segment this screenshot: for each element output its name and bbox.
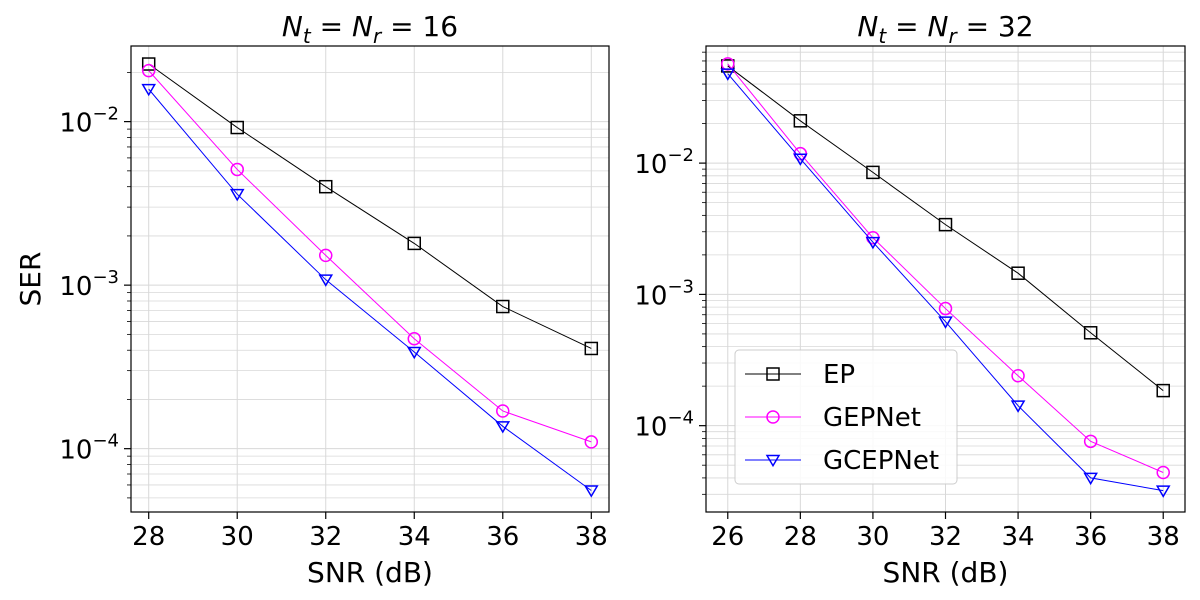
- left-grid: [131, 46, 609, 512]
- left-data-point-gcepnet: [141, 83, 157, 97]
- right-series-line-gcepnet: [727, 73, 1164, 492]
- right-x-tick-label: 34: [1002, 522, 1035, 552]
- legend-marker-gcepnet: [765, 454, 781, 468]
- chart-left: 28 30 32 34 36 38 10−4 10−3 10−2 SNR (dB) SER Nt = …: [14, 10, 610, 589]
- right-data-point-ep: [793, 114, 808, 128]
- right-data-point-gcepnet: [865, 236, 881, 250]
- left-x-tick-label: 28: [132, 522, 165, 552]
- legend-marker-ep: [766, 367, 780, 381]
- right-data-point-gepnet: [1011, 369, 1025, 383]
- left-data-point-gepnet: [584, 435, 599, 449]
- legend-label-gcepnet: GCEPNet: [823, 446, 939, 476]
- right-y-tick-label: 10−2: [634, 145, 694, 180]
- left-series-line-ep: [148, 63, 592, 349]
- right-data-point-ep: [866, 165, 880, 180]
- right-x-tick-label: 36: [1074, 522, 1107, 552]
- right-data-point-gepnet: [1083, 434, 1098, 449]
- legend-marker-gepnet: [766, 410, 780, 424]
- left-data-point-gcepnet: [406, 346, 422, 360]
- left-data-point-ep: [230, 120, 244, 135]
- right-x-tick-label: 32: [929, 522, 962, 552]
- left-data-point-ep: [407, 236, 422, 251]
- right-chart-title: Nt = Nr = 32: [857, 10, 1033, 48]
- legend-label-gepnet: GEPNet: [823, 403, 921, 433]
- right-series-gcepnet: [720, 68, 1171, 498]
- left-axes-frame: [130, 45, 610, 513]
- left-x-tick-label: 36: [486, 522, 519, 552]
- left-series-ep: [141, 57, 599, 356]
- right-x-tick-label: 26: [711, 522, 744, 552]
- left-x-tick-label: 32: [309, 522, 342, 552]
- right-data-point-gcepnet: [1083, 472, 1098, 486]
- left-series-line-gepnet: [148, 70, 592, 443]
- left-data-point-gepnet: [141, 63, 156, 78]
- left-data-point-ep: [584, 341, 599, 356]
- left-series-gepnet: [141, 63, 599, 449]
- left-data-point-gepnet: [230, 162, 244, 177]
- legend-label-ep: EP: [823, 360, 855, 390]
- legend-box: [734, 349, 958, 485]
- left-data-point-gcepnet: [318, 274, 334, 287]
- right-data-point-gcepnet: [793, 153, 808, 166]
- right-x-tick-label: 38: [1147, 522, 1180, 552]
- left-x-tick-label: 38: [575, 522, 608, 552]
- left-data-point-ep: [496, 299, 510, 314]
- chart-right: 26 28 30 32 34 36 38 10−4 10−3 10−2 SNR (dB) Nt = N…: [634, 10, 1186, 589]
- right-data-point-ep: [1083, 326, 1098, 340]
- right-y-tick-label: 10−4: [634, 408, 694, 443]
- right-data-point-gepnet: [938, 301, 953, 316]
- left-x-axis-label: SNR (dB): [307, 556, 433, 589]
- right-data-point-ep: [1156, 383, 1170, 398]
- right-y-tick-label: 10−3: [634, 276, 694, 311]
- right-x-axis-label: SNR (dB): [883, 556, 1009, 589]
- left-series-gcepnet: [141, 83, 599, 498]
- right-data-point-ep: [1011, 266, 1025, 280]
- right-legend: EP GEPNet GCEPNet: [734, 349, 958, 485]
- left-data-point-gcepnet: [229, 188, 245, 202]
- left-x-tick-label: 30: [221, 522, 254, 552]
- right-x-tick-label: 28: [784, 522, 817, 552]
- right-data-point-gcepnet: [720, 68, 736, 81]
- left-data-point-gcepnet: [583, 485, 599, 498]
- right-data-point-gcepnet: [1010, 400, 1026, 413]
- left-y-axis-label: SER: [14, 252, 47, 307]
- right-data-point-gcepnet: [938, 316, 953, 329]
- left-data-point-gepnet: [407, 332, 422, 346]
- left-y-tick-label: 10−3: [59, 267, 119, 302]
- left-y-tick-label: 10−4: [59, 431, 119, 466]
- left-series-line-gcepnet: [148, 88, 592, 491]
- right-series-line-ep: [727, 65, 1164, 391]
- left-chart-title: Nt = Nr = 16: [282, 10, 458, 48]
- left-data-point-gepnet: [318, 248, 333, 263]
- left-data-point-ep: [141, 57, 156, 71]
- right-x-tick-label: 30: [856, 522, 889, 552]
- right-data-point-gcepnet: [1155, 485, 1171, 498]
- right-data-point-ep: [938, 217, 953, 232]
- left-data-point-gcepnet: [495, 421, 511, 434]
- left-x-tick-label: 34: [398, 522, 431, 552]
- left-data-point-ep: [318, 179, 333, 194]
- right-data-point-gepnet: [1156, 465, 1170, 480]
- left-y-tick-label: 10−2: [59, 104, 119, 139]
- left-data-point-gepnet: [496, 404, 510, 418]
